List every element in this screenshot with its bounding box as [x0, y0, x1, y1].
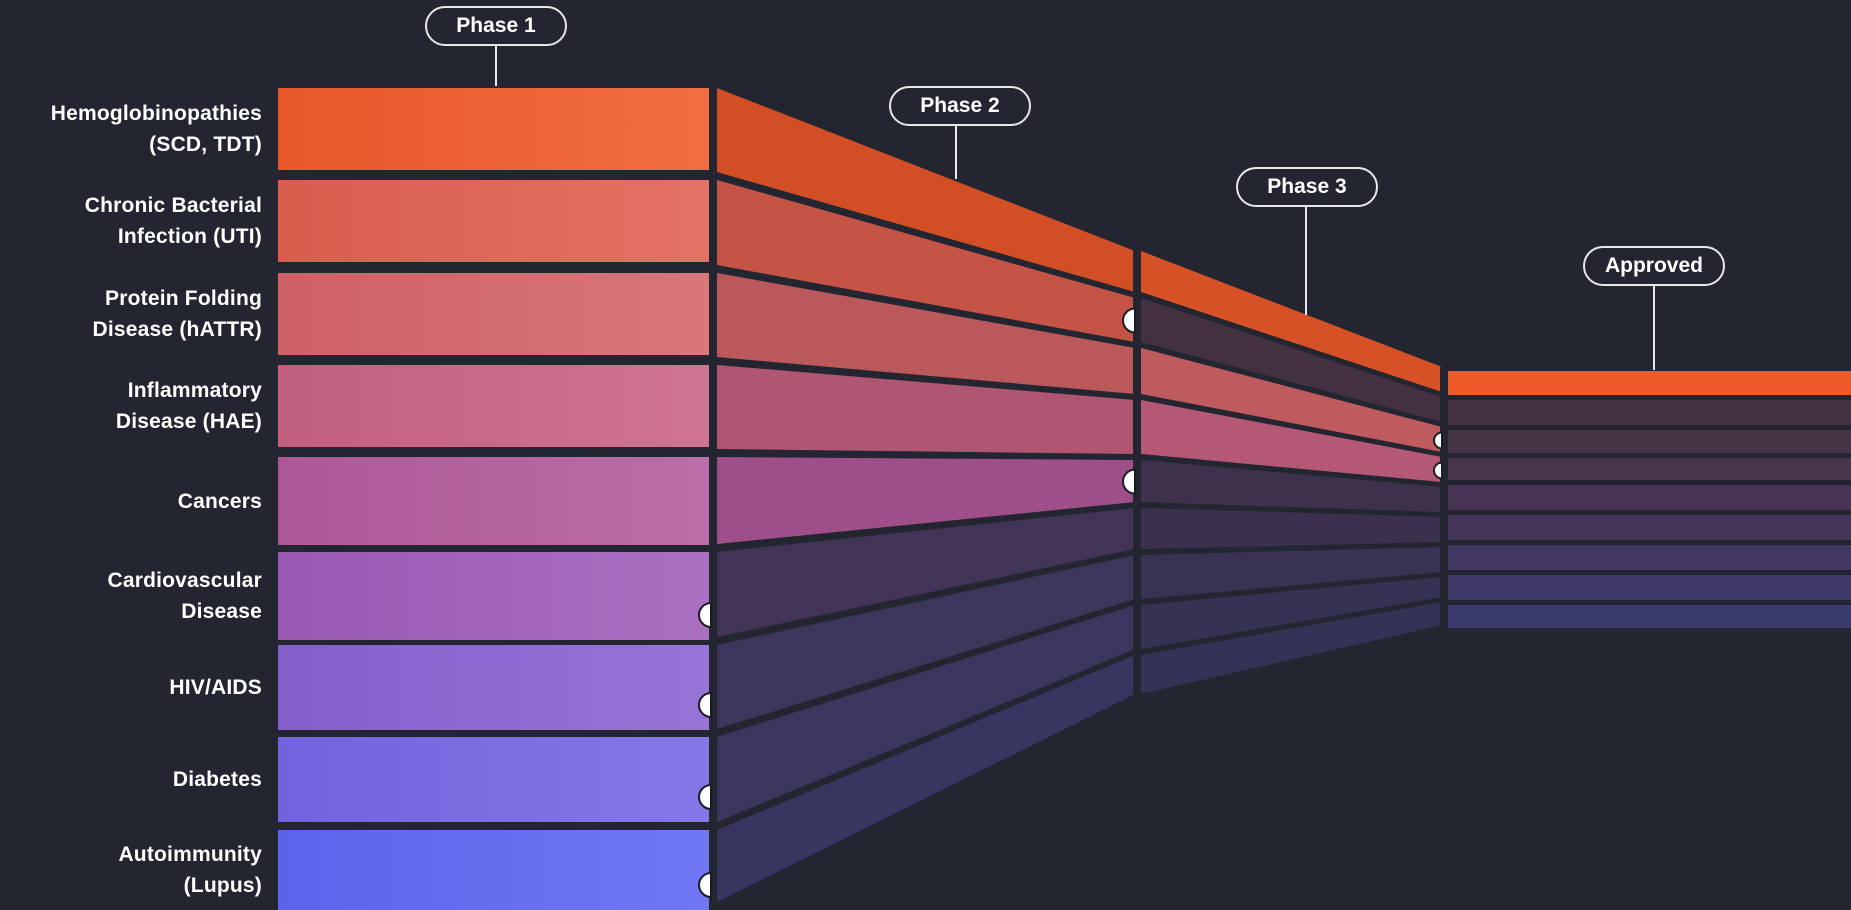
phase3-band-8 [1141, 602, 1442, 694]
phase2-band-8 [717, 655, 1135, 902]
phase1-bar-7 [278, 737, 711, 822]
row-label-line1: HIV/AIDS [169, 676, 262, 699]
phase3-band-6 [1141, 547, 1442, 599]
approved-band-6 [1448, 545, 1851, 570]
phase3-band-7 [1141, 577, 1442, 649]
stage-marker-6 [698, 691, 712, 719]
approved-band-8 [1448, 605, 1851, 628]
stage-marker-7 [698, 783, 712, 811]
row-label-line1: Cancers [177, 489, 262, 513]
row-label-0: Hemoglobinopathies (SCD, TDT) [0, 98, 262, 160]
stage-divider-2 [1440, 367, 1446, 631]
row-label-line1: Diabetes [172, 768, 262, 791]
row-label-line1: Hemoglobinopathies [50, 102, 262, 125]
phase1-bar-4 [278, 457, 711, 545]
phase2-band-4 [717, 457, 1135, 544]
row-label-line2: Disease [181, 600, 262, 623]
row-label-2: Protein Folding Disease (hATTR) [0, 283, 262, 345]
row-label-7: Diabetes [0, 764, 262, 795]
phase3-band-4 [1141, 460, 1442, 512]
phase-1-connector [495, 46, 497, 86]
phase1-bar-0 [278, 88, 711, 170]
phase-3-connector [1305, 207, 1307, 315]
phase-3-pill: Phase 3 [1236, 167, 1378, 207]
row-label-line2: (SCD, TDT) [149, 133, 262, 156]
phase1-bar-3 [278, 365, 711, 447]
row-label-line2: Disease (HAE) [115, 410, 262, 433]
row-label-4: Cancers [0, 486, 262, 517]
row-label-6: HIV/AIDS [0, 672, 262, 703]
row-label-line2: Disease (hATTR) [92, 318, 262, 341]
stage-marker-5 [698, 601, 712, 629]
phase1-bar-8 [278, 830, 711, 910]
phase2-band-2 [717, 273, 1135, 394]
phase1-bar-6 [278, 645, 711, 730]
row-label-8: Autoimmunity (Lupus) [0, 839, 262, 901]
row-label-line2: Infection (UTI) [117, 225, 262, 248]
phase3-band-2 [1141, 348, 1442, 452]
approved-connector [1653, 286, 1655, 370]
row-label-line1: Autoimmunity [118, 843, 262, 866]
phase3-band-5 [1141, 508, 1442, 549]
stage-divider-0 [709, 88, 715, 910]
approved-pill: Approved [1583, 246, 1725, 286]
approved-band-1 [1448, 400, 1851, 425]
phase3-band-0 [1141, 251, 1442, 392]
row-label-5: Cardiovascular Disease [0, 565, 262, 627]
row-label-line1: Chronic Bacterial [84, 194, 262, 217]
stage-marker-8 [698, 871, 712, 899]
approved-band-7 [1448, 575, 1851, 600]
stage-marker-2 [1433, 431, 1443, 450]
approved-band-5 [1448, 515, 1851, 540]
row-label-line1: Inflammatory [127, 379, 262, 402]
phase3-band-3 [1141, 400, 1442, 482]
phase3-band-1 [1141, 298, 1442, 422]
phase-2-pill: Phase 2 [889, 86, 1031, 126]
row-label-line1: Cardiovascular [107, 569, 262, 592]
phase1-bar-5 [278, 552, 711, 640]
approved-band-2 [1448, 430, 1851, 453]
phase2-band-0 [717, 88, 1135, 292]
stage-marker-3 [1433, 461, 1443, 480]
row-label-1: Chronic Bacterial Infection (UTI) [0, 190, 262, 252]
approved-band-0 [1448, 371, 1851, 395]
phase2-band-1 [717, 180, 1135, 342]
stage-marker-1 [1122, 307, 1136, 334]
phase2-band-5 [717, 508, 1135, 637]
phase2-band-3 [717, 365, 1135, 454]
phase-1-pill: Phase 1 [425, 6, 567, 46]
approved-band-3 [1448, 458, 1851, 480]
phase2-band-6 [717, 555, 1135, 729]
phase1-bar-2 [278, 273, 711, 355]
phase1-bar-1 [278, 180, 711, 262]
approved-band-4 [1448, 485, 1851, 510]
phase2-band-7 [717, 605, 1135, 822]
row-label-3: Inflammatory Disease (HAE) [0, 375, 262, 437]
stage-marker-4 [1122, 468, 1136, 495]
row-label-line2: (Lupus) [183, 874, 262, 897]
phase-2-connector [955, 126, 957, 179]
row-label-line1: Protein Folding [105, 287, 262, 310]
